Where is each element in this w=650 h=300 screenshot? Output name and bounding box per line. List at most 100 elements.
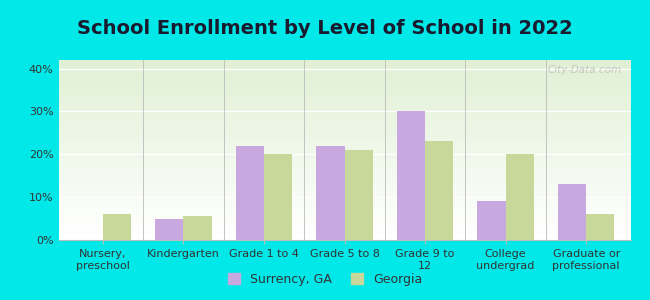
Bar xyxy=(58,215,630,216)
Bar xyxy=(425,141,453,240)
Bar xyxy=(58,202,630,203)
Bar xyxy=(58,94,630,95)
Bar xyxy=(58,131,630,132)
Bar xyxy=(58,118,630,119)
Bar xyxy=(58,210,630,211)
Bar xyxy=(58,144,630,145)
Bar xyxy=(58,189,630,190)
Bar xyxy=(58,185,630,186)
Bar xyxy=(264,154,292,240)
Bar xyxy=(58,231,630,232)
Bar xyxy=(58,105,630,106)
Bar xyxy=(58,149,630,150)
Bar xyxy=(58,124,630,125)
Bar xyxy=(58,120,630,121)
Bar xyxy=(58,130,630,131)
Bar xyxy=(58,175,630,176)
Bar xyxy=(58,146,630,147)
Bar xyxy=(58,101,630,102)
Bar xyxy=(58,90,630,91)
Bar xyxy=(58,165,630,166)
Bar xyxy=(58,127,630,128)
Bar xyxy=(58,207,630,208)
Bar xyxy=(58,166,630,167)
Bar xyxy=(58,172,630,173)
Bar xyxy=(58,178,630,179)
Bar xyxy=(58,68,630,69)
Bar xyxy=(58,237,630,238)
Bar xyxy=(58,139,630,140)
Bar xyxy=(58,173,630,174)
Bar xyxy=(58,238,630,239)
Bar xyxy=(58,84,630,85)
Bar xyxy=(58,157,630,158)
Bar xyxy=(58,199,630,200)
Bar xyxy=(58,91,630,92)
Bar xyxy=(58,163,630,164)
Bar xyxy=(58,180,630,181)
Bar xyxy=(58,212,630,213)
Bar xyxy=(58,162,630,163)
Bar xyxy=(58,194,630,195)
Bar xyxy=(58,114,630,115)
Bar xyxy=(58,221,630,222)
Bar xyxy=(58,116,630,117)
Bar xyxy=(58,164,630,165)
Bar xyxy=(58,95,630,96)
Bar xyxy=(58,80,630,81)
Bar xyxy=(58,183,630,184)
Bar xyxy=(58,203,630,204)
Bar xyxy=(58,60,630,61)
Bar xyxy=(58,222,630,223)
Bar xyxy=(58,82,630,83)
Bar xyxy=(58,190,630,191)
Bar xyxy=(58,99,630,100)
Bar xyxy=(58,196,630,197)
Bar xyxy=(58,205,630,206)
Bar xyxy=(58,134,630,135)
Bar xyxy=(58,63,630,64)
Bar xyxy=(58,92,630,93)
Bar xyxy=(58,79,630,80)
Bar xyxy=(58,197,630,198)
Bar xyxy=(58,201,630,202)
Bar xyxy=(58,174,630,175)
Bar xyxy=(58,81,630,82)
Text: City-Data.com: City-Data.com xyxy=(548,65,622,75)
Text: School Enrollment by Level of School in 2022: School Enrollment by Level of School in … xyxy=(77,20,573,38)
Bar xyxy=(58,181,630,182)
Bar xyxy=(58,186,630,187)
Bar xyxy=(236,146,264,240)
Bar xyxy=(58,61,630,62)
Bar xyxy=(58,70,630,71)
Bar xyxy=(58,117,630,118)
Bar xyxy=(58,140,630,141)
Bar xyxy=(58,104,630,105)
Bar xyxy=(58,156,630,157)
Bar xyxy=(58,132,630,133)
Bar xyxy=(58,69,630,70)
Bar xyxy=(58,129,630,130)
Bar xyxy=(58,96,630,97)
Bar xyxy=(58,109,630,110)
Bar xyxy=(58,159,630,160)
Bar xyxy=(58,73,630,74)
Bar xyxy=(58,123,630,124)
Bar xyxy=(58,195,630,196)
Bar xyxy=(58,137,630,138)
Bar xyxy=(506,154,534,240)
Bar xyxy=(58,125,630,126)
Bar xyxy=(58,217,630,218)
Bar xyxy=(58,229,630,230)
Bar xyxy=(58,83,630,84)
Bar xyxy=(58,177,630,178)
Bar xyxy=(58,82,630,83)
Bar xyxy=(58,121,630,122)
Bar xyxy=(58,193,630,194)
Bar xyxy=(58,161,630,162)
Bar xyxy=(58,108,630,109)
Bar xyxy=(317,146,345,240)
Bar xyxy=(58,71,630,72)
Bar xyxy=(58,126,630,127)
Bar xyxy=(58,65,630,66)
